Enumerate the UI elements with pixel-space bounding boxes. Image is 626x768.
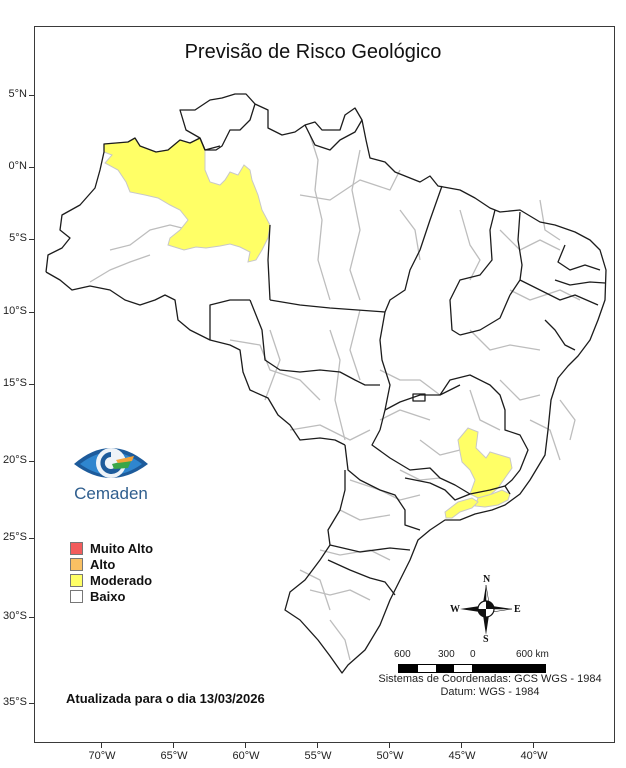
scale-bar [398,664,546,673]
state-boundaries [45,93,607,674]
compass-e: E [514,604,521,615]
lon-label-50w: 50°W [376,750,404,762]
lon-label-65w: 65°W [160,750,188,762]
compass-s: S [483,634,489,645]
lon-tick [245,743,247,748]
lon-tick [533,743,535,748]
lat-label-0n: 0°N [8,160,27,172]
lon-tick [101,743,103,748]
map-title: Previsão de Risco Geológico [184,41,442,63]
legend-label: Baixo [90,588,126,604]
coord-system-line: Sistemas de Coordenadas: GCS WGS - 1984 [378,673,602,685]
compass-star-icon [460,584,513,635]
scale-label: 600 [394,649,411,660]
swatch-baixo [70,589,83,603]
lon-label-40w: 40°W [520,750,548,762]
scale-labels: 600 300 0 600 km [388,649,558,663]
lat-label-15s: 15°S [3,377,27,389]
lat-label-5s: 5°S [9,232,27,244]
lat-label-20s: 20°S [3,454,27,466]
lat-tick [29,167,34,169]
scale-label: 600 km [516,649,549,660]
lat-tick [29,384,34,386]
lat-label-5n: 5°N [8,88,27,100]
lon-label-55w: 55°W [304,750,332,762]
lon-label-45w: 45°W [448,750,476,762]
legend-label: Muito Alto [90,540,154,556]
compass-w: W [450,604,460,615]
swatch-alto [70,557,83,571]
logo-text: Cemaden [74,484,148,503]
compass-n: N [483,574,491,585]
lon-label-60w: 60°W [232,750,260,762]
lat-tick [29,461,34,463]
lat-tick [29,703,34,705]
legend-item-muito-alto: Muito Alto [70,540,153,556]
lat-label-30s: 30°S [3,610,27,622]
risk-area-minas-gerais [457,427,513,499]
update-date-label: Atualizada para o dia 13/03/2026 [66,691,265,706]
legend-label: Moderado [90,572,153,588]
lat-label-10s: 10°S [3,305,27,317]
lat-tick [29,239,34,241]
lat-tick [29,95,34,97]
datum-line: Datum: WGS - 1984 [440,686,540,698]
lon-tick [317,743,319,748]
risk-area-rio-de-janeiro [474,489,511,508]
lon-tick [173,743,175,748]
scale-label: 0 [470,649,476,660]
lat-label-35s: 35°S [3,696,27,708]
lon-tick [389,743,391,748]
risk-area-amazonas [103,137,271,263]
risk-area-sao-paulo-coast [444,497,479,519]
scale-label: 300 [438,649,455,660]
legend-item-alto: Alto [70,556,153,572]
lon-tick [461,743,463,748]
lat-label-25s: 25°S [3,531,27,543]
legend-label: Alto [90,556,116,572]
legend-item-moderado: Moderado [70,572,153,588]
legend-item-baixo: Baixo [70,588,153,604]
swatch-muito-alto [70,541,83,555]
compass-rose: N S W E [448,574,528,646]
lat-tick [29,538,34,540]
lon-label-70w: 70°W [88,750,116,762]
lat-tick [29,617,34,619]
lat-tick [29,312,34,314]
swatch-moderado [70,573,83,587]
legend: Muito Alto Alto Moderado Baixo [70,540,153,604]
eye-logo-icon [74,448,148,478]
mesoregion-boundaries [89,134,581,661]
map-frame [34,26,615,743]
cemaden-logo: Cemaden [66,438,156,513]
coordinate-system-info: Sistemas de Coordenadas: GCS WGS - 1984 … [370,673,610,699]
